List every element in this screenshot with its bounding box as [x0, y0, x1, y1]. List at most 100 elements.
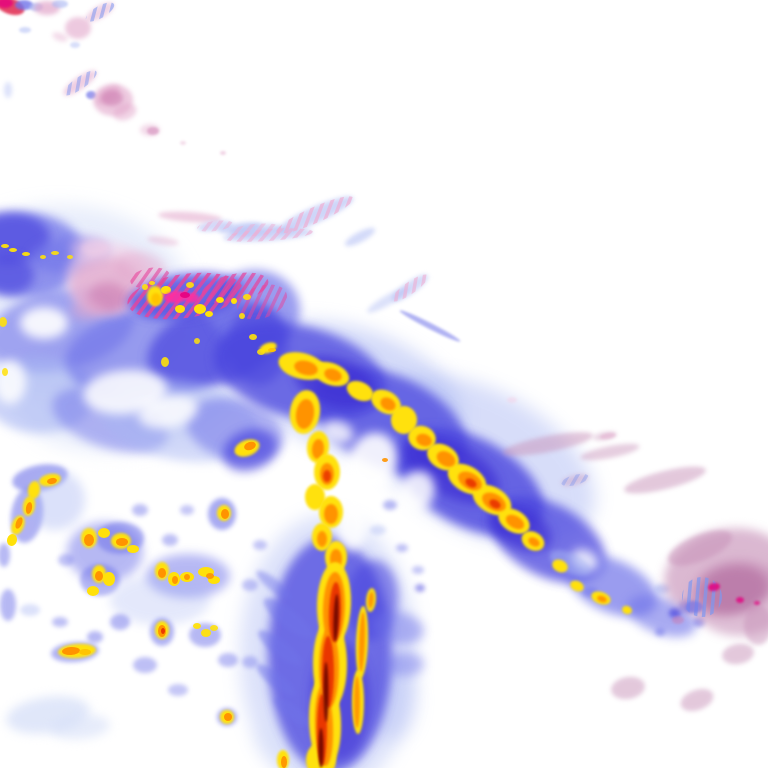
precip-blob [63, 70, 97, 96]
precip-blob [391, 406, 417, 434]
precip-blob [130, 267, 170, 289]
precip-blob [186, 282, 194, 288]
precip-blob [216, 297, 224, 303]
precip-blob [624, 466, 706, 494]
precip-blob [149, 281, 155, 285]
precip-blob [397, 470, 435, 514]
precip-blob [294, 360, 318, 376]
precip-blob [58, 554, 74, 566]
precip-blob [256, 570, 292, 600]
precip-blob [722, 643, 754, 665]
precip-blob [180, 505, 194, 515]
precip-blob [52, 32, 68, 42]
precip-blob [147, 236, 179, 246]
precip-blob [25, 470, 85, 530]
precip-blob [561, 473, 589, 487]
precip-blob [197, 220, 233, 232]
precip-blob [161, 357, 169, 367]
precip-blob [0, 255, 34, 295]
precip-blob [528, 537, 540, 547]
precip-blob [344, 227, 376, 247]
precip-blob [236, 284, 288, 320]
precip-blob [281, 756, 287, 768]
precip-blob [229, 223, 281, 237]
precip-blob [372, 611, 424, 645]
precip-blob [98, 528, 110, 538]
precip-blob [84, 534, 94, 546]
precip-blob [184, 574, 190, 580]
precip-blob [346, 380, 374, 402]
precip-blob [175, 305, 185, 313]
precip-blob [502, 432, 594, 456]
precip-blob [6, 534, 18, 546]
precip-blob [622, 605, 632, 615]
precip-blob [268, 348, 276, 352]
precip-blob [323, 662, 329, 722]
precip-blob [27, 481, 41, 499]
precip-blob [224, 713, 232, 721]
precip-blob [0, 317, 7, 327]
precip-blob [243, 294, 251, 300]
precip-blob [416, 433, 432, 447]
precip-blob [194, 304, 206, 314]
precip-blob [0, 589, 16, 621]
precip-blob [9, 248, 17, 252]
precip-blob [436, 451, 456, 467]
precip-blob [668, 530, 732, 566]
precip-blob [685, 601, 703, 613]
precip-blob [680, 688, 714, 712]
precip-blob [62, 646, 80, 656]
precip-blob [162, 534, 178, 546]
precip-blob [50, 714, 110, 740]
precip-blob [194, 338, 200, 344]
precip-blob [242, 579, 258, 591]
precip-blob [161, 628, 165, 634]
precip-blob [101, 90, 123, 106]
precip-blob [391, 274, 429, 302]
precip-blob [358, 612, 366, 672]
precip-blob [47, 477, 57, 485]
precip-blob [1, 244, 9, 248]
precip-blob [40, 255, 46, 259]
precip-blob [0, 543, 10, 567]
precip-blob [274, 697, 310, 727]
precip-blob [396, 544, 408, 552]
precip-blob [744, 605, 768, 645]
precip-blob [158, 568, 166, 578]
precip-blob [85, 2, 115, 22]
precip-blob [549, 550, 591, 576]
precip-blob [231, 298, 237, 304]
precip-blob [552, 559, 568, 573]
precip-blob [383, 500, 397, 510]
precip-blob [258, 630, 302, 666]
precip-blob [4, 82, 12, 98]
precip-blob [132, 504, 148, 516]
precip-blob [489, 499, 501, 509]
precip-blob [244, 441, 256, 451]
precip-blob [52, 617, 68, 627]
precip-blob [201, 629, 211, 637]
precip-blob [263, 598, 313, 638]
precip-blob [221, 509, 229, 519]
precip-blob [142, 284, 148, 290]
precip-blob [87, 586, 99, 596]
precip-blob [399, 310, 461, 342]
precip-blob [15, 0, 33, 10]
precip-blob [324, 504, 338, 524]
precip-blob [655, 628, 665, 636]
precip-blob [151, 293, 161, 305]
precip-blob [210, 625, 218, 631]
precip-blob [205, 311, 213, 317]
precip-blob [253, 540, 267, 550]
precip-blob [193, 623, 201, 629]
precip-blob [19, 27, 31, 33]
precip-blob [83, 369, 167, 415]
precip-blob [611, 676, 645, 700]
precip-blob [465, 478, 477, 488]
precip-blob [412, 566, 424, 574]
precip-blob [15, 517, 23, 529]
precip-blob [370, 525, 386, 535]
precip-blob [20, 604, 40, 616]
